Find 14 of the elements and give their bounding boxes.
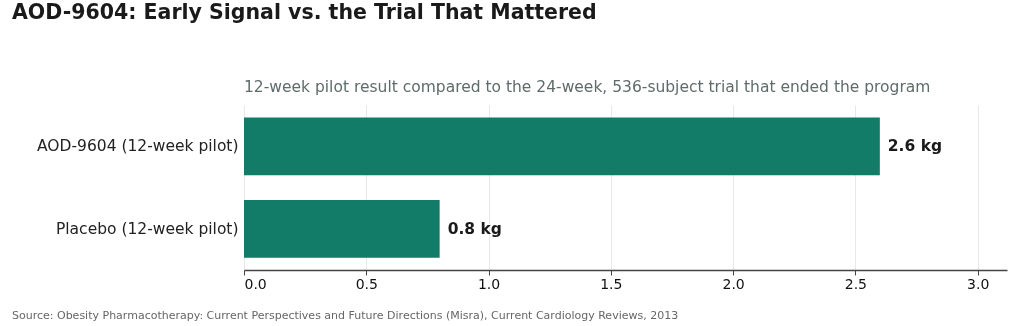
- chart-subtitle: 12-week pilot result compared to the 24-week, 536-subject trial that ended the program: [244, 77, 931, 96]
- chart-title: AOD-9604: Early Signal vs. the Trial That Mattered: [12, 0, 597, 24]
- y-tick-label: AOD-9604 (12-week pilot): [36, 137, 239, 156]
- x-tick-label: 3.0: [967, 275, 990, 292]
- x-tick-label: 0.5: [355, 275, 378, 292]
- x-tick-label: 1.5: [600, 275, 623, 292]
- x-tick-label: 0.0: [244, 275, 267, 292]
- x-tick-label: 2.5: [844, 275, 868, 292]
- source-note: Source: Obesity Pharmacotherapy: Current Perspectives and Future Directions (Misra), Current Cardiology Reviews, 2013: [12, 309, 679, 322]
- x-tick-label: 1.0: [477, 275, 501, 292]
- data-label: 2.6 kg: [887, 137, 943, 156]
- y-tick-label: Placebo (12-week pilot): [55, 219, 239, 238]
- data-label: 0.8 kg: [447, 219, 502, 238]
- x-tick-label: 2.0: [722, 275, 745, 292]
